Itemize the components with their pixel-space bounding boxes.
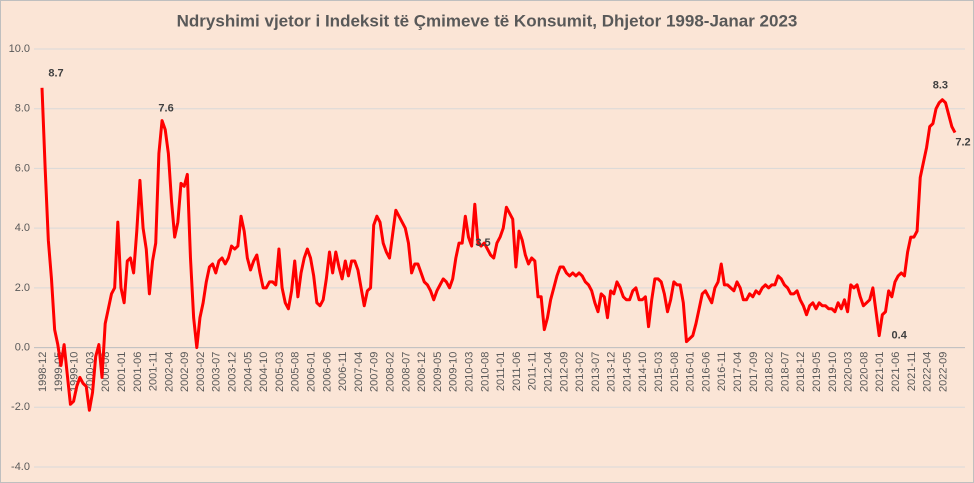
- x-tick-label: 2021-06: [890, 352, 902, 392]
- x-tick-label: 2009-10: [448, 352, 460, 392]
- x-tick-label: 2006-11: [337, 352, 349, 392]
- data-label: 8.7: [48, 68, 63, 80]
- x-tick-label: 1999-10: [69, 352, 81, 392]
- x-tick-label: 2008-07: [400, 352, 412, 392]
- x-tick-label: 1998-12: [37, 352, 49, 392]
- x-tick-label: 2013-07: [590, 352, 602, 392]
- x-tick-label: 2014-05: [621, 352, 633, 392]
- y-tick-label: 10.0: [9, 43, 30, 55]
- x-tick-label: 2001-06: [132, 352, 144, 392]
- x-tick-label: 2015-03: [653, 352, 665, 392]
- y-tick-label: -4.0: [11, 461, 30, 473]
- x-tick-label: 2004-05: [242, 352, 254, 392]
- x-tick-label: 2005-03: [274, 352, 286, 392]
- chart-title: Ndryshimi vjetor i Indeksit të Çmimeve t…: [177, 11, 798, 30]
- data-label: 7.2: [955, 137, 970, 149]
- x-tick-label: 2016-01: [685, 352, 697, 392]
- x-tick-label: 2007-04: [353, 352, 365, 392]
- x-tick-label: 2008-02: [385, 352, 397, 392]
- x-tick-label: 2020-03: [843, 352, 855, 392]
- x-tick-label: 2007-09: [369, 352, 381, 392]
- x-tick-label: 2015-08: [669, 352, 681, 392]
- x-tick-label: 2019-05: [811, 352, 823, 392]
- series-line: [40, 87, 957, 412]
- x-tick-label: 2001-11: [148, 352, 160, 392]
- x-tick-label: 2013-02: [574, 352, 586, 392]
- x-tick-label: 2010-08: [479, 352, 491, 392]
- x-tick-label: 2018-02: [764, 352, 776, 392]
- x-tick-label: 2012-04: [542, 352, 554, 392]
- x-tick-label: 2021-11: [906, 352, 918, 392]
- x-tick-label: 2001-01: [116, 352, 128, 392]
- y-tick-label: 4.0: [15, 222, 30, 234]
- data-label: 0.4: [892, 330, 908, 342]
- x-tick-label: 2018-07: [779, 352, 791, 392]
- x-tick-label: 2011-06: [511, 352, 523, 392]
- x-tick-label: 2016-11: [716, 352, 728, 392]
- y-tick-label: 2.0: [15, 282, 30, 294]
- x-tick-label: 2006-06: [321, 352, 333, 392]
- x-tick-label: 2002-09: [179, 352, 191, 392]
- x-tick-label: 2002-04: [163, 352, 175, 392]
- x-tick-label: 2005-08: [290, 352, 302, 392]
- data-label: 7.6: [158, 103, 173, 115]
- x-tick-label: 2018-12: [795, 352, 807, 392]
- x-tick-label: 2019-10: [827, 352, 839, 392]
- x-tick-label: 2014-10: [637, 352, 649, 392]
- y-tick-label: 8.0: [15, 103, 30, 115]
- x-tick-label: 2008-12: [416, 352, 428, 392]
- y-tick-label: 0.0: [15, 341, 30, 353]
- x-tick-label: 2016-06: [700, 352, 712, 392]
- x-tick-label: 2017-04: [732, 352, 744, 392]
- x-tick-label: 2006-01: [306, 352, 318, 392]
- x-tick-label: 2010-03: [463, 352, 475, 392]
- y-tick-label: -2.0: [11, 401, 30, 413]
- x-tick-label: 2022-04: [922, 352, 934, 392]
- x-tick-label: 2020-08: [858, 352, 870, 392]
- x-tick-label: 2012-09: [558, 352, 570, 392]
- x-tick-label: 2009-05: [432, 352, 444, 392]
- x-tick-label: 2003-12: [227, 352, 239, 392]
- x-tick-label: 2011-11: [527, 352, 539, 391]
- x-tick-label: 2017-09: [748, 352, 760, 392]
- y-tick-label: 6.0: [15, 162, 30, 174]
- x-tick-label: 2011-01: [495, 352, 507, 392]
- x-tick-label: 2013-12: [606, 352, 618, 392]
- x-tick-label: 2003-02: [195, 352, 207, 392]
- x-tick-label: 2022-09: [937, 352, 949, 392]
- x-tick-label: 2004-10: [258, 352, 270, 392]
- data-label: 8.3: [933, 80, 948, 92]
- data-label: 3.5: [475, 237, 490, 249]
- x-tick-label: 2003-07: [211, 352, 223, 392]
- x-tick-label: 2021-01: [874, 352, 886, 392]
